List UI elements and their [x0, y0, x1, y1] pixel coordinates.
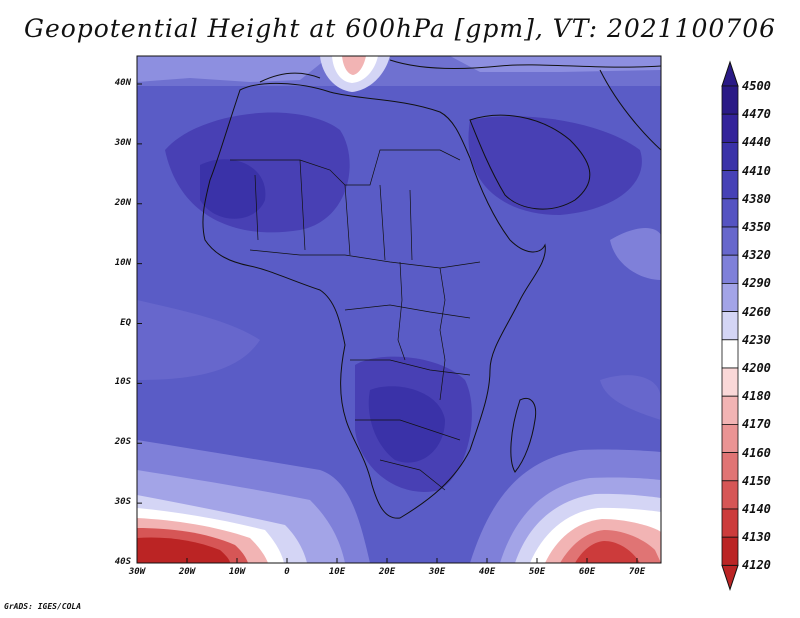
colorbar-swatch: [721, 282, 739, 312]
colorbar-swatch: [721, 198, 739, 228]
colorbar-label: 4320: [742, 248, 771, 263]
field-se-darkred: [575, 541, 640, 563]
lat-label: 20S: [114, 437, 131, 448]
lat-label: 40N: [114, 78, 131, 88]
border-southern-2: [355, 419, 461, 441]
lat-label: 10N: [114, 257, 131, 268]
colorbar-label: 4170: [742, 417, 771, 432]
colorbar-swatch: [721, 170, 739, 200]
colorbar-label: 4180: [742, 389, 771, 404]
colorbar-label: 4410: [742, 163, 771, 178]
colorbar-swatch: [721, 226, 739, 256]
lon-label: 10W: [228, 567, 246, 577]
lon-label: 20W: [178, 567, 196, 577]
coastlines: [202, 59, 661, 519]
lon-label: 70E: [628, 567, 646, 577]
field-kalahari-core: [368, 386, 445, 463]
lat-label: 30S: [114, 497, 131, 508]
colorbar: [721, 60, 739, 591]
colorbar-swatch: [721, 367, 739, 397]
africa-coastline: [202, 83, 546, 519]
field-sw-darkred: [137, 537, 230, 563]
lat-label: EQ: [120, 317, 131, 328]
border-central: [397, 261, 406, 361]
lon-label: 40E: [478, 567, 496, 577]
lon-label: 30W: [128, 567, 146, 577]
colorbar-label: 4230: [742, 332, 771, 347]
colorbar-label: 4200: [742, 361, 771, 375]
europe-coastline: [259, 59, 661, 83]
field-atlantic-mid: [137, 300, 260, 380]
lon-label: 10E: [328, 567, 346, 577]
colorbar-swatch: [721, 452, 739, 482]
arabia-coastline: [469, 114, 591, 210]
colorbar-label: 4470: [742, 107, 771, 122]
map-frame: [136, 55, 662, 564]
field-arabia-high: [468, 116, 642, 215]
axis-ticks: [136, 83, 638, 564]
colorbar-label: 4380: [742, 191, 771, 206]
colorbar-swatch: [721, 508, 739, 538]
lon-label: 60E: [578, 567, 596, 577]
colorbar-label: 4140: [742, 502, 771, 516]
country-borders: [230, 149, 481, 491]
lon-label: 30E: [428, 567, 446, 577]
colorbar-label: 4120: [742, 558, 771, 573]
colorbar-swatch: [721, 339, 739, 369]
lat-label: 10S: [114, 377, 131, 388]
lat-label: 30N: [114, 137, 131, 148]
asia-coastline: [599, 69, 661, 151]
colorbar-swatch: [721, 141, 739, 171]
colorbar-swatch: [721, 254, 739, 284]
border-rift: [439, 267, 446, 401]
lon-label: 20E: [378, 567, 396, 577]
border-southern-1: [350, 359, 471, 376]
madagascar-coastline: [510, 397, 537, 473]
colorbar-label: 4440: [742, 135, 771, 150]
colorbar-label: 4350: [742, 220, 771, 234]
border-sahel: [249, 249, 481, 269]
map-title: Geopotential Height at 600hPa [gpm], VT:…: [23, 14, 777, 43]
colorbar-swatch: [721, 536, 739, 566]
field-indian-light: [610, 228, 661, 280]
colorbar-swatch: [721, 423, 739, 453]
field-sahara-core: [200, 159, 266, 219]
lon-label: 0: [284, 567, 290, 577]
colorbar-swatch: [721, 85, 739, 115]
colorbar-bottom-arrow: [721, 564, 739, 591]
border-equatorial: [344, 304, 471, 319]
credit-text: GrADS: IGES/COLA: [4, 602, 82, 611]
field-nw-light: [137, 56, 330, 82]
colorbar-top-arrow: [721, 60, 739, 87]
lat-label: 20N: [114, 197, 131, 208]
colorbar-swatch: [721, 311, 739, 341]
field-ne-light: [450, 56, 661, 72]
colorbar-swatch: [721, 395, 739, 425]
border-sahara-verticals: [254, 159, 413, 261]
height-field: [137, 56, 661, 563]
field-indian-mid: [600, 375, 661, 420]
colorbar-label: 4130: [742, 530, 771, 545]
colorbar-label: 4150: [742, 473, 771, 488]
lon-label: 50E: [528, 567, 546, 577]
border-southern-3: [379, 459, 446, 491]
colorbar-label: 4290: [742, 276, 771, 291]
border-sahara-north: [230, 149, 461, 186]
colorbar-label: 4500: [742, 79, 771, 93]
field-italy-pink: [342, 56, 366, 75]
colorbar-swatch: [721, 113, 739, 143]
lat-label: 40S: [114, 557, 131, 567]
colorbar-label: 4260: [742, 304, 771, 319]
colorbar-swatch: [721, 480, 739, 510]
colorbar-label: 4160: [742, 445, 771, 460]
